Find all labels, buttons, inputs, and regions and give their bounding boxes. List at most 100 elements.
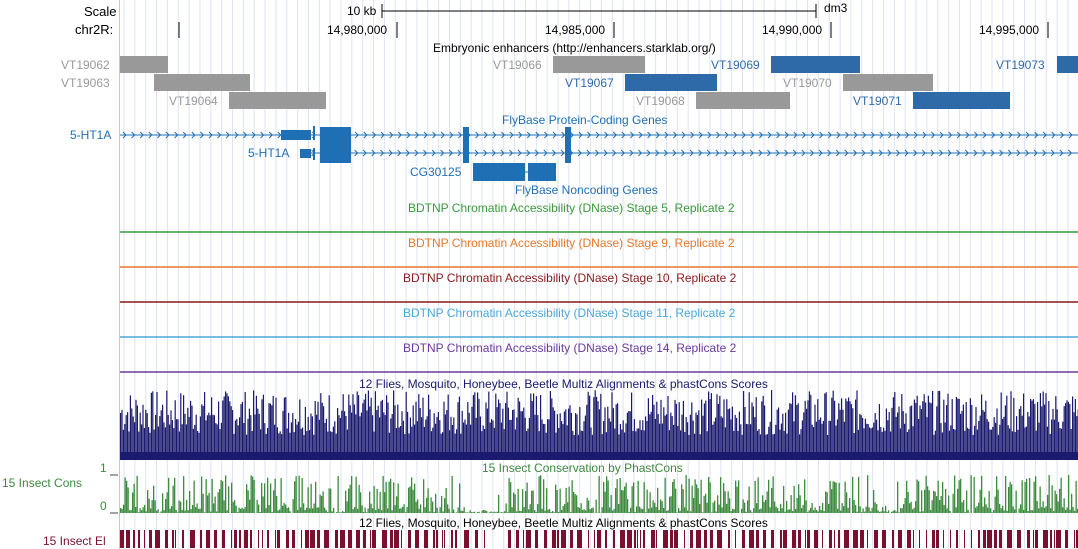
multiz-bar	[138, 431, 140, 455]
strand-chevron	[457, 149, 462, 157]
enhancer-VT19070[interactable]	[843, 74, 933, 91]
cons-bar	[862, 508, 864, 513]
cons-bar	[738, 480, 740, 513]
cons-bar	[400, 508, 402, 513]
cons-bar	[697, 488, 699, 513]
cons-track-title: 15 Insect Conservation by PhastCons	[482, 461, 683, 475]
cons-bar	[1014, 509, 1016, 513]
multiz-bar	[972, 434, 974, 455]
multiz-bar	[605, 432, 607, 455]
conserved-element	[588, 530, 589, 548]
cons-bar	[796, 498, 798, 513]
multiz-bar	[635, 431, 637, 455]
enhancer-label[interactable]: VT19063	[61, 76, 110, 90]
multiz-wiggle[interactable]	[120, 390, 1078, 460]
multiz-bar	[450, 416, 452, 455]
cons-bar	[699, 503, 701, 513]
enhancer-VT19062[interactable]	[120, 56, 168, 73]
multiz-bar	[387, 402, 389, 455]
cons-bar	[177, 512, 179, 513]
cons-bar	[1065, 509, 1067, 513]
cons-bar	[955, 507, 957, 513]
cons-bar	[147, 490, 149, 513]
cons-bar	[358, 484, 360, 513]
enhancer-VT19073[interactable]	[1057, 56, 1078, 73]
enhancer-label[interactable]: VT19062	[61, 58, 110, 72]
multiz-bar	[400, 425, 402, 455]
multiz-bar	[152, 391, 154, 455]
cons-bar	[327, 511, 329, 513]
cons-bar	[457, 507, 459, 513]
multiz-bar	[163, 422, 165, 455]
multiz-bar	[178, 431, 180, 455]
strand-chevron	[630, 131, 635, 139]
cons-bar	[619, 477, 621, 513]
gene-label[interactable]: 5-HT1A	[70, 128, 112, 142]
multiz-bar	[1010, 391, 1012, 455]
multiz-bar	[999, 424, 1001, 455]
strand-chevron	[612, 149, 617, 157]
multiz-bar	[1031, 400, 1033, 455]
cons-bar	[280, 478, 282, 513]
strand-chevron	[234, 131, 239, 139]
cons-bar	[993, 510, 995, 513]
cons-bar	[843, 506, 845, 513]
cons-bar	[168, 477, 170, 513]
enhancer-track[interactable]	[120, 56, 1078, 109]
enhancer-VT19068[interactable]	[696, 92, 790, 109]
cons-bar	[819, 505, 821, 513]
strand-chevron	[561, 131, 566, 139]
enhancer-VT19064[interactable]	[229, 92, 326, 109]
cons-bar	[991, 512, 993, 513]
multiz-bar	[339, 418, 341, 455]
enhancer-label[interactable]: VT19069	[711, 58, 760, 72]
enhancer-VT19063[interactable]	[154, 74, 250, 91]
enhancer-VT19069[interactable]	[771, 56, 860, 73]
enhancer-label[interactable]: VT19070	[783, 76, 832, 90]
multiz-bar	[600, 393, 602, 455]
multiz-bar	[670, 412, 672, 455]
enhancer-VT19067[interactable]	[625, 74, 717, 91]
multiz-bar	[222, 400, 224, 455]
multiz-bar	[274, 424, 276, 455]
multiz-bar	[267, 428, 269, 455]
enhancer-label[interactable]: VT19071	[853, 94, 902, 108]
strand-chevron	[999, 131, 1004, 139]
multiz-bar	[656, 401, 658, 455]
cons-bar	[921, 490, 923, 513]
cons-bar	[361, 505, 363, 513]
conserved-elements[interactable]	[120, 530, 1078, 548]
cons-bar	[409, 486, 411, 513]
cons-track-label[interactable]: 15 Insect Cons	[2, 476, 83, 490]
enhancer-label[interactable]: VT19064	[169, 94, 218, 108]
phastcons-wiggle[interactable]	[120, 475, 1078, 513]
enhancer-VT19066[interactable]	[553, 56, 645, 73]
cons-bar	[732, 508, 734, 513]
gene-track[interactable]	[120, 126, 1078, 181]
enhancer-label[interactable]: VT19066	[493, 58, 542, 72]
el-track-label[interactable]: 15 Insect El	[43, 534, 106, 548]
multiz-bar	[642, 420, 644, 455]
enhancer-label[interactable]: VT19073	[996, 58, 1045, 72]
enhancer-label[interactable]: VT19068	[636, 94, 685, 108]
cons-bar	[523, 507, 525, 513]
gene-label[interactable]: 5-HT1A	[248, 146, 290, 160]
strand-chevron	[973, 149, 978, 157]
cons-bar	[1003, 510, 1005, 513]
cons-bar	[427, 488, 429, 513]
enhancer-label[interactable]: VT19067	[565, 76, 614, 90]
multiz-bar	[248, 408, 250, 455]
multiz-bar	[352, 394, 354, 455]
cons-bar	[313, 503, 315, 513]
multiz-bar	[839, 409, 841, 455]
conserved-element	[324, 530, 329, 548]
cons-bar	[750, 510, 752, 513]
gene-label[interactable]: CG30125	[410, 165, 462, 179]
cons-bar	[1066, 507, 1068, 513]
cons-bar	[1024, 481, 1026, 513]
strand-chevron	[646, 149, 651, 157]
multiz-bar	[213, 415, 215, 455]
enhancer-VT19071[interactable]	[913, 92, 1010, 109]
multiz-bar	[772, 434, 774, 455]
